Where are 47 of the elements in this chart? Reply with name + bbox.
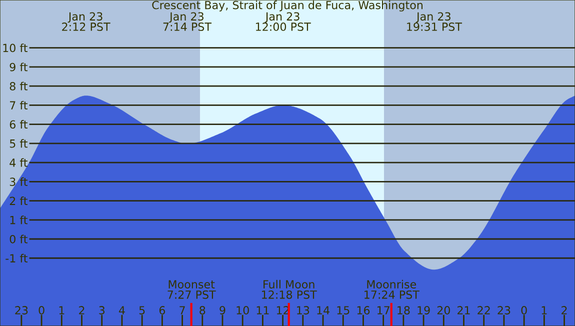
y-tick-label: 2 ft bbox=[10, 196, 28, 205]
x-tick-label: 2 bbox=[79, 306, 84, 314]
x-tick-label: 9 bbox=[220, 306, 226, 314]
x-tick-label: 1 bbox=[542, 306, 547, 314]
ref-line-label: Full Moon 12:18 PST bbox=[262, 280, 317, 299]
y-tick-label: 5 ft bbox=[10, 139, 28, 148]
annotation: Jan 23 7:14 PST bbox=[163, 12, 212, 31]
x-tick-label: 18 bbox=[398, 306, 410, 314]
y-tick-label: 6 ft bbox=[10, 120, 28, 129]
x-tick-label: 13 bbox=[297, 306, 310, 314]
y-tick-label: 1 ft bbox=[10, 216, 28, 224]
x-tick-label: 1 bbox=[59, 306, 64, 314]
x-tick-label: 3 bbox=[99, 306, 105, 314]
x-tick-label: 10 bbox=[236, 306, 249, 314]
x-tick-label: 2 bbox=[562, 306, 567, 314]
x-tick-label: 23 bbox=[498, 306, 510, 314]
x-tick-label: 8 bbox=[200, 306, 206, 314]
x-tick-label: 19 bbox=[418, 306, 430, 314]
x-tick-label: 23 bbox=[15, 306, 28, 314]
ref-line-label: Moonset 7:27 PST bbox=[168, 280, 216, 299]
x-tick-label: 14 bbox=[317, 306, 330, 314]
x-tick-label: 15 bbox=[337, 306, 350, 314]
x-tick-label: 4 bbox=[118, 306, 125, 314]
y-tick-label: -1 ft bbox=[6, 254, 28, 262]
x-tick-label: 16 bbox=[357, 306, 370, 314]
y-tick-label: 7 ft bbox=[10, 100, 28, 110]
y-tick-label: 4 ft bbox=[10, 158, 28, 167]
x-tick-label: 11 bbox=[256, 306, 269, 314]
x-tick-label: 20 bbox=[437, 306, 450, 314]
y-tick-label: 9 ft bbox=[10, 62, 28, 72]
x-tick-label: 6 bbox=[159, 306, 166, 314]
annotation: Jan 23 19:31 PST bbox=[407, 12, 462, 31]
y-tick-label: 0 ft bbox=[10, 234, 28, 244]
x-tick-label: 22 bbox=[478, 306, 490, 314]
annotation: Jan 23 12:00 PST bbox=[256, 12, 311, 31]
ref-line-label: Moonrise 17:24 PST bbox=[364, 280, 420, 299]
x-tick-label: 7 bbox=[180, 306, 185, 314]
annotation: Jan 23 2:12 PST bbox=[62, 12, 110, 31]
x-tick-label: 0 bbox=[38, 306, 44, 314]
x-tick-label: 17 bbox=[377, 306, 390, 314]
x-tick-label: 5 bbox=[139, 306, 145, 314]
chart-title: Crescent Bay, Strait of Juan de Fuca, Washington bbox=[152, 0, 422, 12]
y-tick-label: 10 ft bbox=[3, 44, 28, 52]
x-tick-label: 21 bbox=[458, 306, 470, 314]
y-tick-label: 3 ft bbox=[10, 177, 28, 186]
x-tick-label: 0 bbox=[521, 306, 527, 314]
y-tick-label: 8 ft bbox=[10, 82, 28, 90]
